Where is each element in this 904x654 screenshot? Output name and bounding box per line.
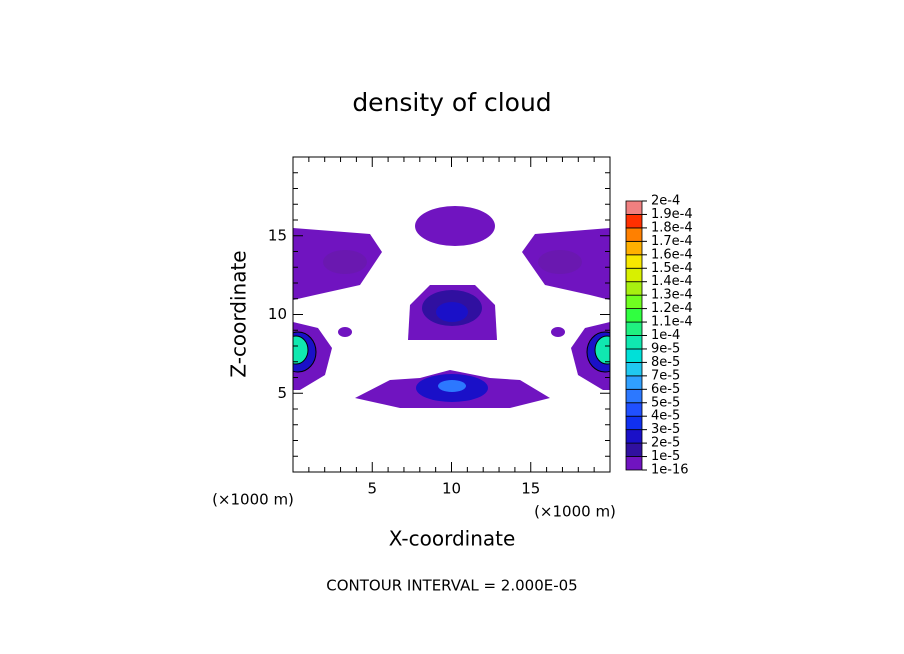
colorbar-label: 4e-5 [651,409,680,424]
contour-region [436,302,468,322]
x-unit-label: (×1000 m) [212,491,294,509]
x-unit-label: (×1000 m) [534,503,616,521]
colorbar-segment [625,348,643,363]
colorbar-segment [625,456,643,471]
colorbar-segment [625,254,643,269]
colorbar-segment [625,294,643,309]
colorbar-label: 2e-4 [651,194,680,209]
colorbar-segment [625,240,643,256]
colorbar-segment [625,375,643,390]
colorbar-segment [625,429,643,444]
contour-field [293,206,610,408]
colorbar-segment [625,415,643,431]
colorbar-label: 5e-5 [651,395,680,410]
y-tick-label: 5 [277,384,287,402]
colorbar-label: 1.5e-4 [651,261,693,276]
contour-region [415,206,495,246]
colorbar-segment [625,442,643,457]
colorbar-segment [625,388,643,404]
colorbar-label: 1.7e-4 [651,234,693,249]
colorbar-label: 1e-5 [651,449,680,464]
colorbar-segment [625,335,643,350]
colorbar-label: 1.6e-4 [651,247,693,262]
colorbar-label: 1.2e-4 [651,301,693,316]
colorbar-label: 9e-5 [651,341,680,356]
colorbar-segment [625,200,643,215]
contour-region [438,380,466,392]
contour-region [538,250,582,274]
x-axis-label: X-coordinate [389,527,516,551]
colorbar-segment [625,214,643,229]
colorbar-label: 7e-5 [651,368,680,383]
contour-region [551,327,565,337]
colorbar-label: 1.9e-4 [651,207,693,222]
colorbar-label: 1.4e-4 [651,274,693,289]
colorbar-label: 1.1e-4 [651,315,693,330]
contour-region [293,335,309,365]
colorbar-segment [625,321,643,336]
contour-region [594,335,610,365]
y-tick-label: 15 [268,226,287,244]
colorbar-segment [625,227,643,242]
contour-region [338,327,352,337]
x-tick-label: 5 [367,480,377,498]
colorbar-label: 3e-5 [651,422,680,437]
y-axis-label: Z-coordinate [227,250,251,377]
colorbar-label: 6e-5 [651,382,680,397]
colorbar-segment [625,308,643,323]
colorbar-label: 1.3e-4 [651,288,693,303]
x-tick-label: 15 [521,480,540,498]
colorbar-label: 8e-5 [651,355,680,370]
colorbar-segment [625,361,643,377]
chart-title: density of cloud [352,88,551,117]
colorbar-label: 1e-16 [651,463,689,478]
colorbar-segment [625,267,643,283]
colorbar-label: 1.8e-4 [651,220,693,235]
colorbar-label: 2e-5 [651,436,680,451]
x-tick-label: 10 [442,480,461,498]
y-tick-label: 10 [268,305,287,323]
colorbar-segment [625,281,643,296]
contour-region [323,250,367,274]
colorbar-label: 1e-4 [651,328,680,343]
annotation: CONTOUR INTERVAL = 2.000E-05 [326,577,577,595]
colorbar-segment [625,402,643,417]
